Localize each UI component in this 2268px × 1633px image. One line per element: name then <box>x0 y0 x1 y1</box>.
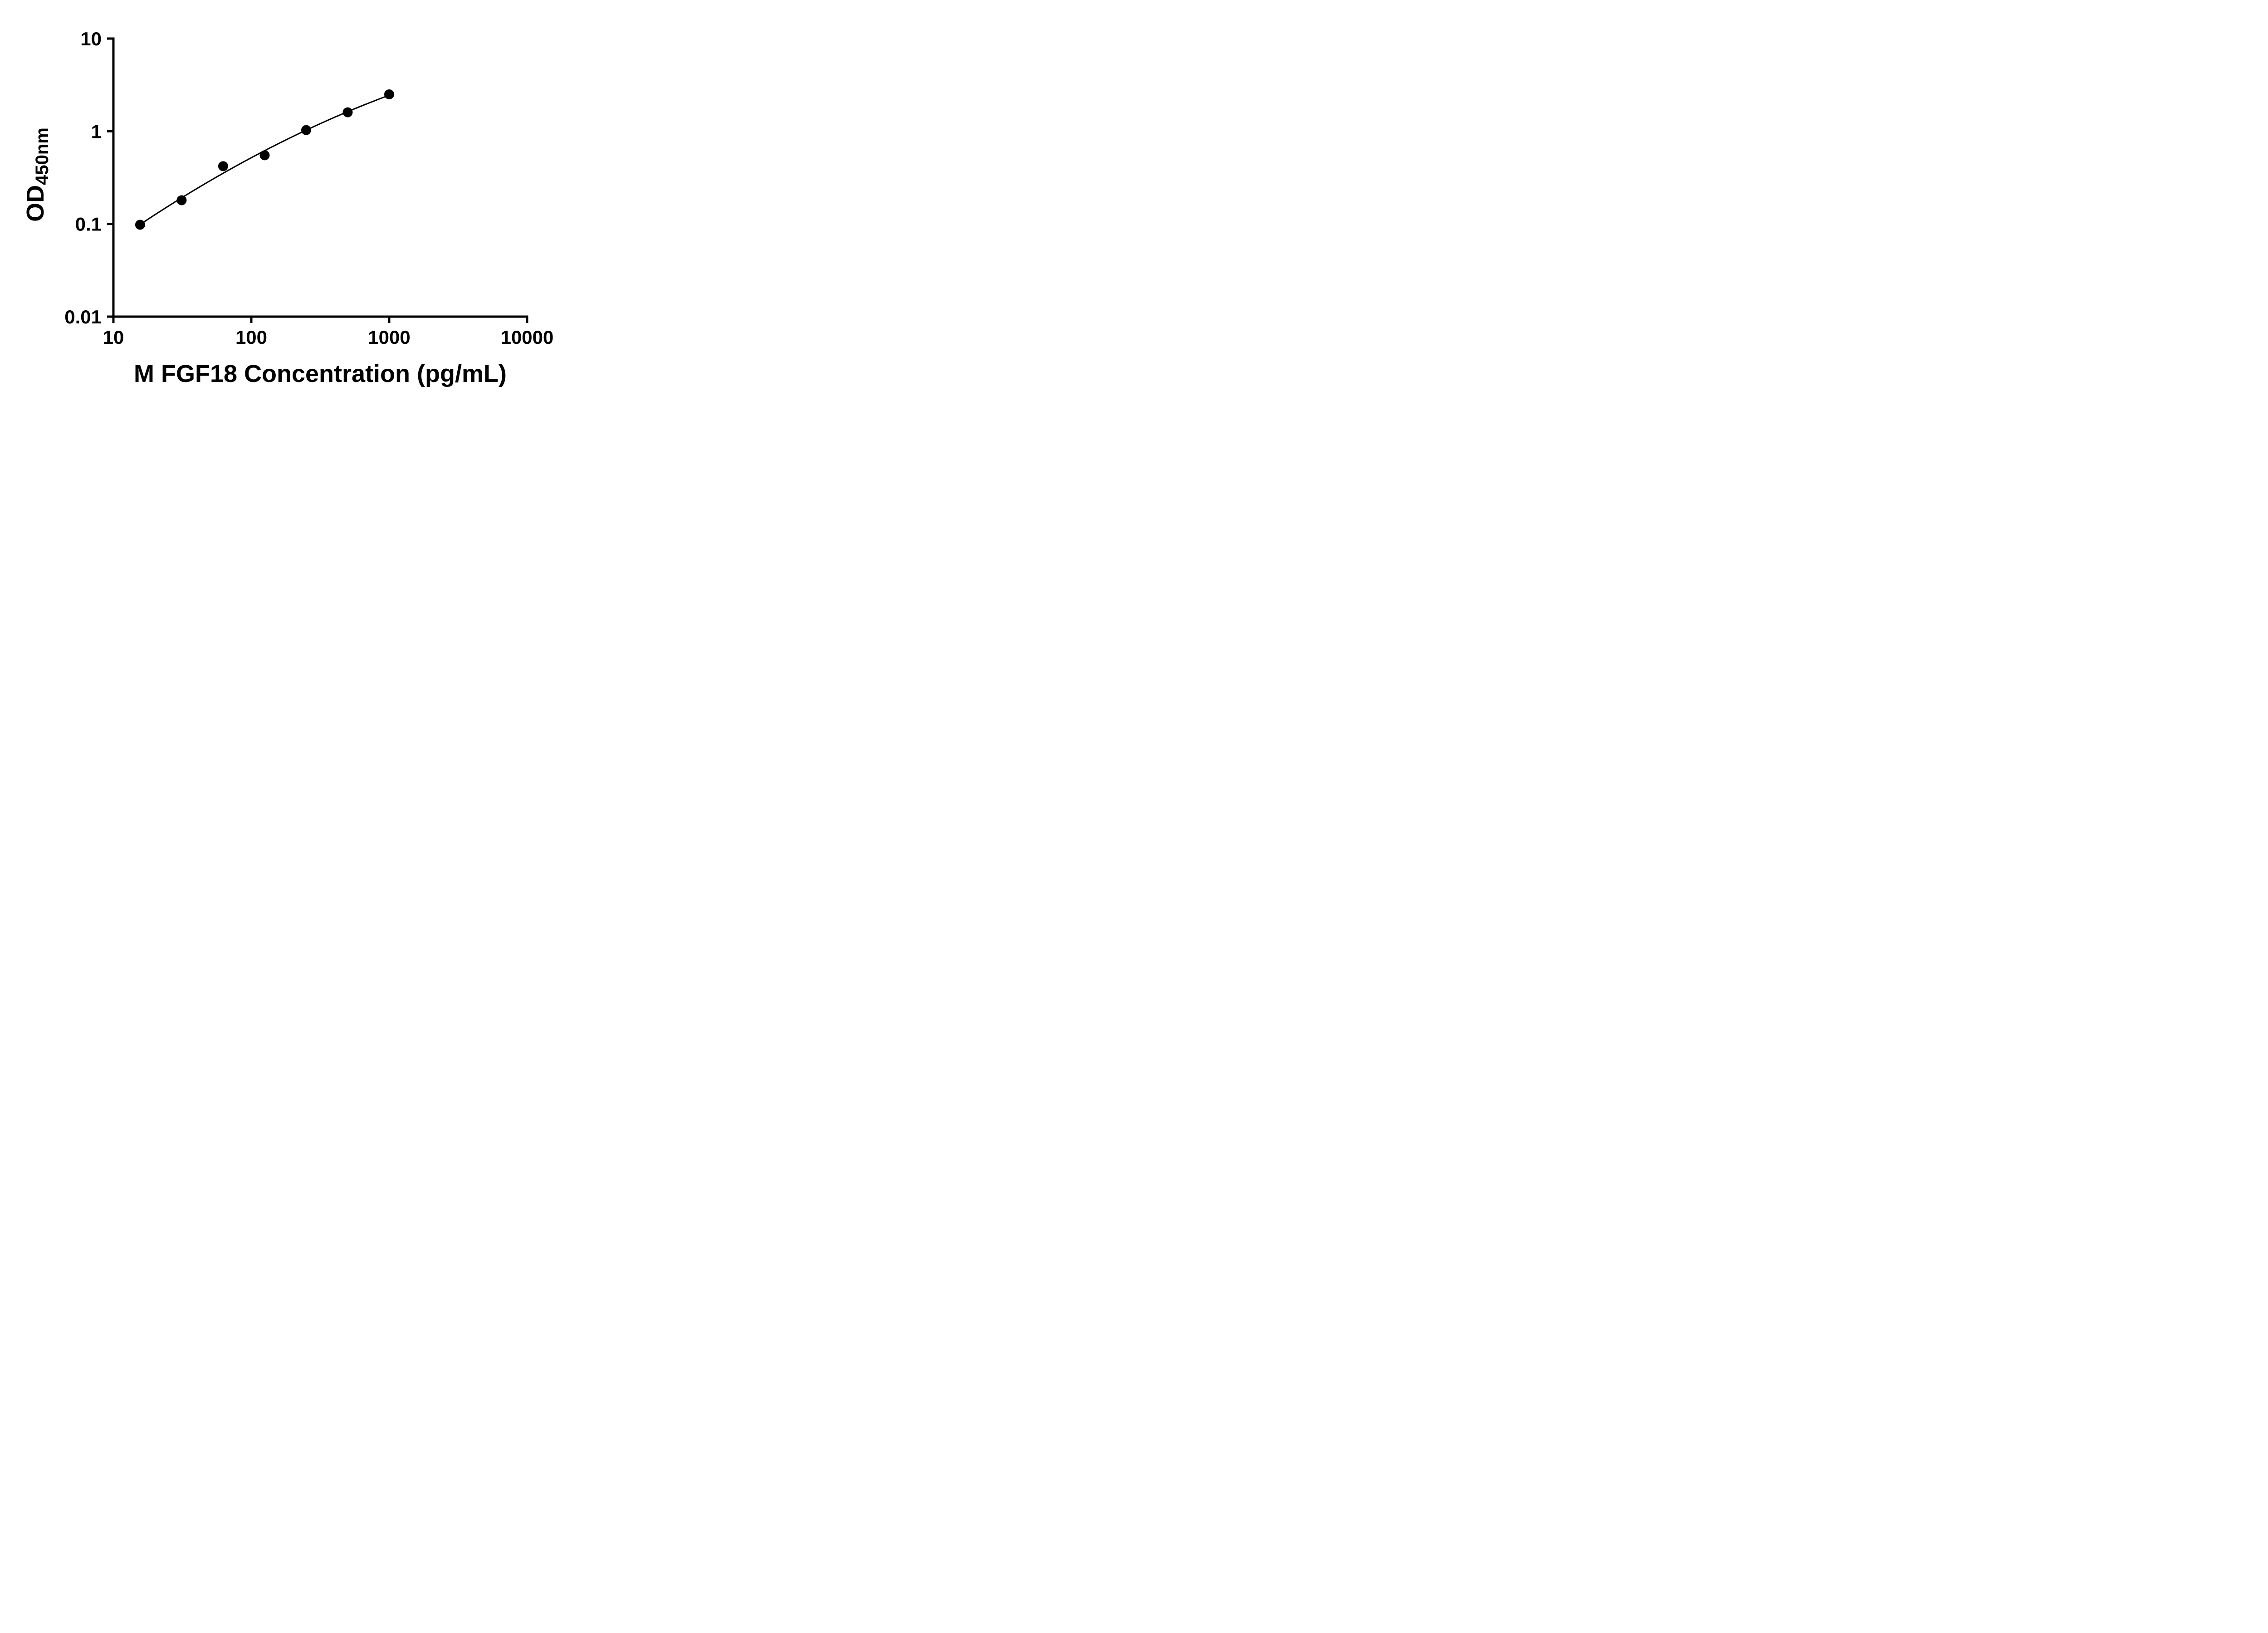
data-point <box>301 125 311 135</box>
x-tick-label: 100 <box>235 327 267 348</box>
x-tick-label: 1000 <box>368 327 410 348</box>
plot-area: 0.01 0.1 1 10 10 100 1000 10000 <box>64 28 553 348</box>
standard-curve-chart: 0.01 0.1 1 10 10 100 1000 10000 M FGF18 Concent… <box>22 28 553 387</box>
data-point <box>176 195 187 205</box>
axis-spine <box>112 37 528 318</box>
y-axis-title-main: OD <box>22 185 49 222</box>
y-tick-label: 0.1 <box>75 214 102 235</box>
data-point <box>259 150 270 161</box>
data-point <box>342 107 353 117</box>
data-point <box>135 220 145 230</box>
y-tick-label: 1 <box>91 121 102 142</box>
data-point <box>218 161 228 171</box>
y-tick-label: 0.01 <box>64 306 102 328</box>
x-axis-title: M FGF18 Concentration (pg/mL) <box>134 360 507 387</box>
y-axis-title-sub: 450nm <box>32 127 52 185</box>
y-tick-label: 10 <box>80 28 102 49</box>
y-axis-title: OD450nm <box>22 127 52 222</box>
elisa-standard-curve-figure: 0.01 0.1 1 10 10 100 1000 10000 M FGF18 Concent… <box>0 0 583 408</box>
data-point <box>384 89 394 100</box>
x-tick-label: 10 <box>103 327 124 348</box>
x-tick-label: 10000 <box>501 327 554 348</box>
